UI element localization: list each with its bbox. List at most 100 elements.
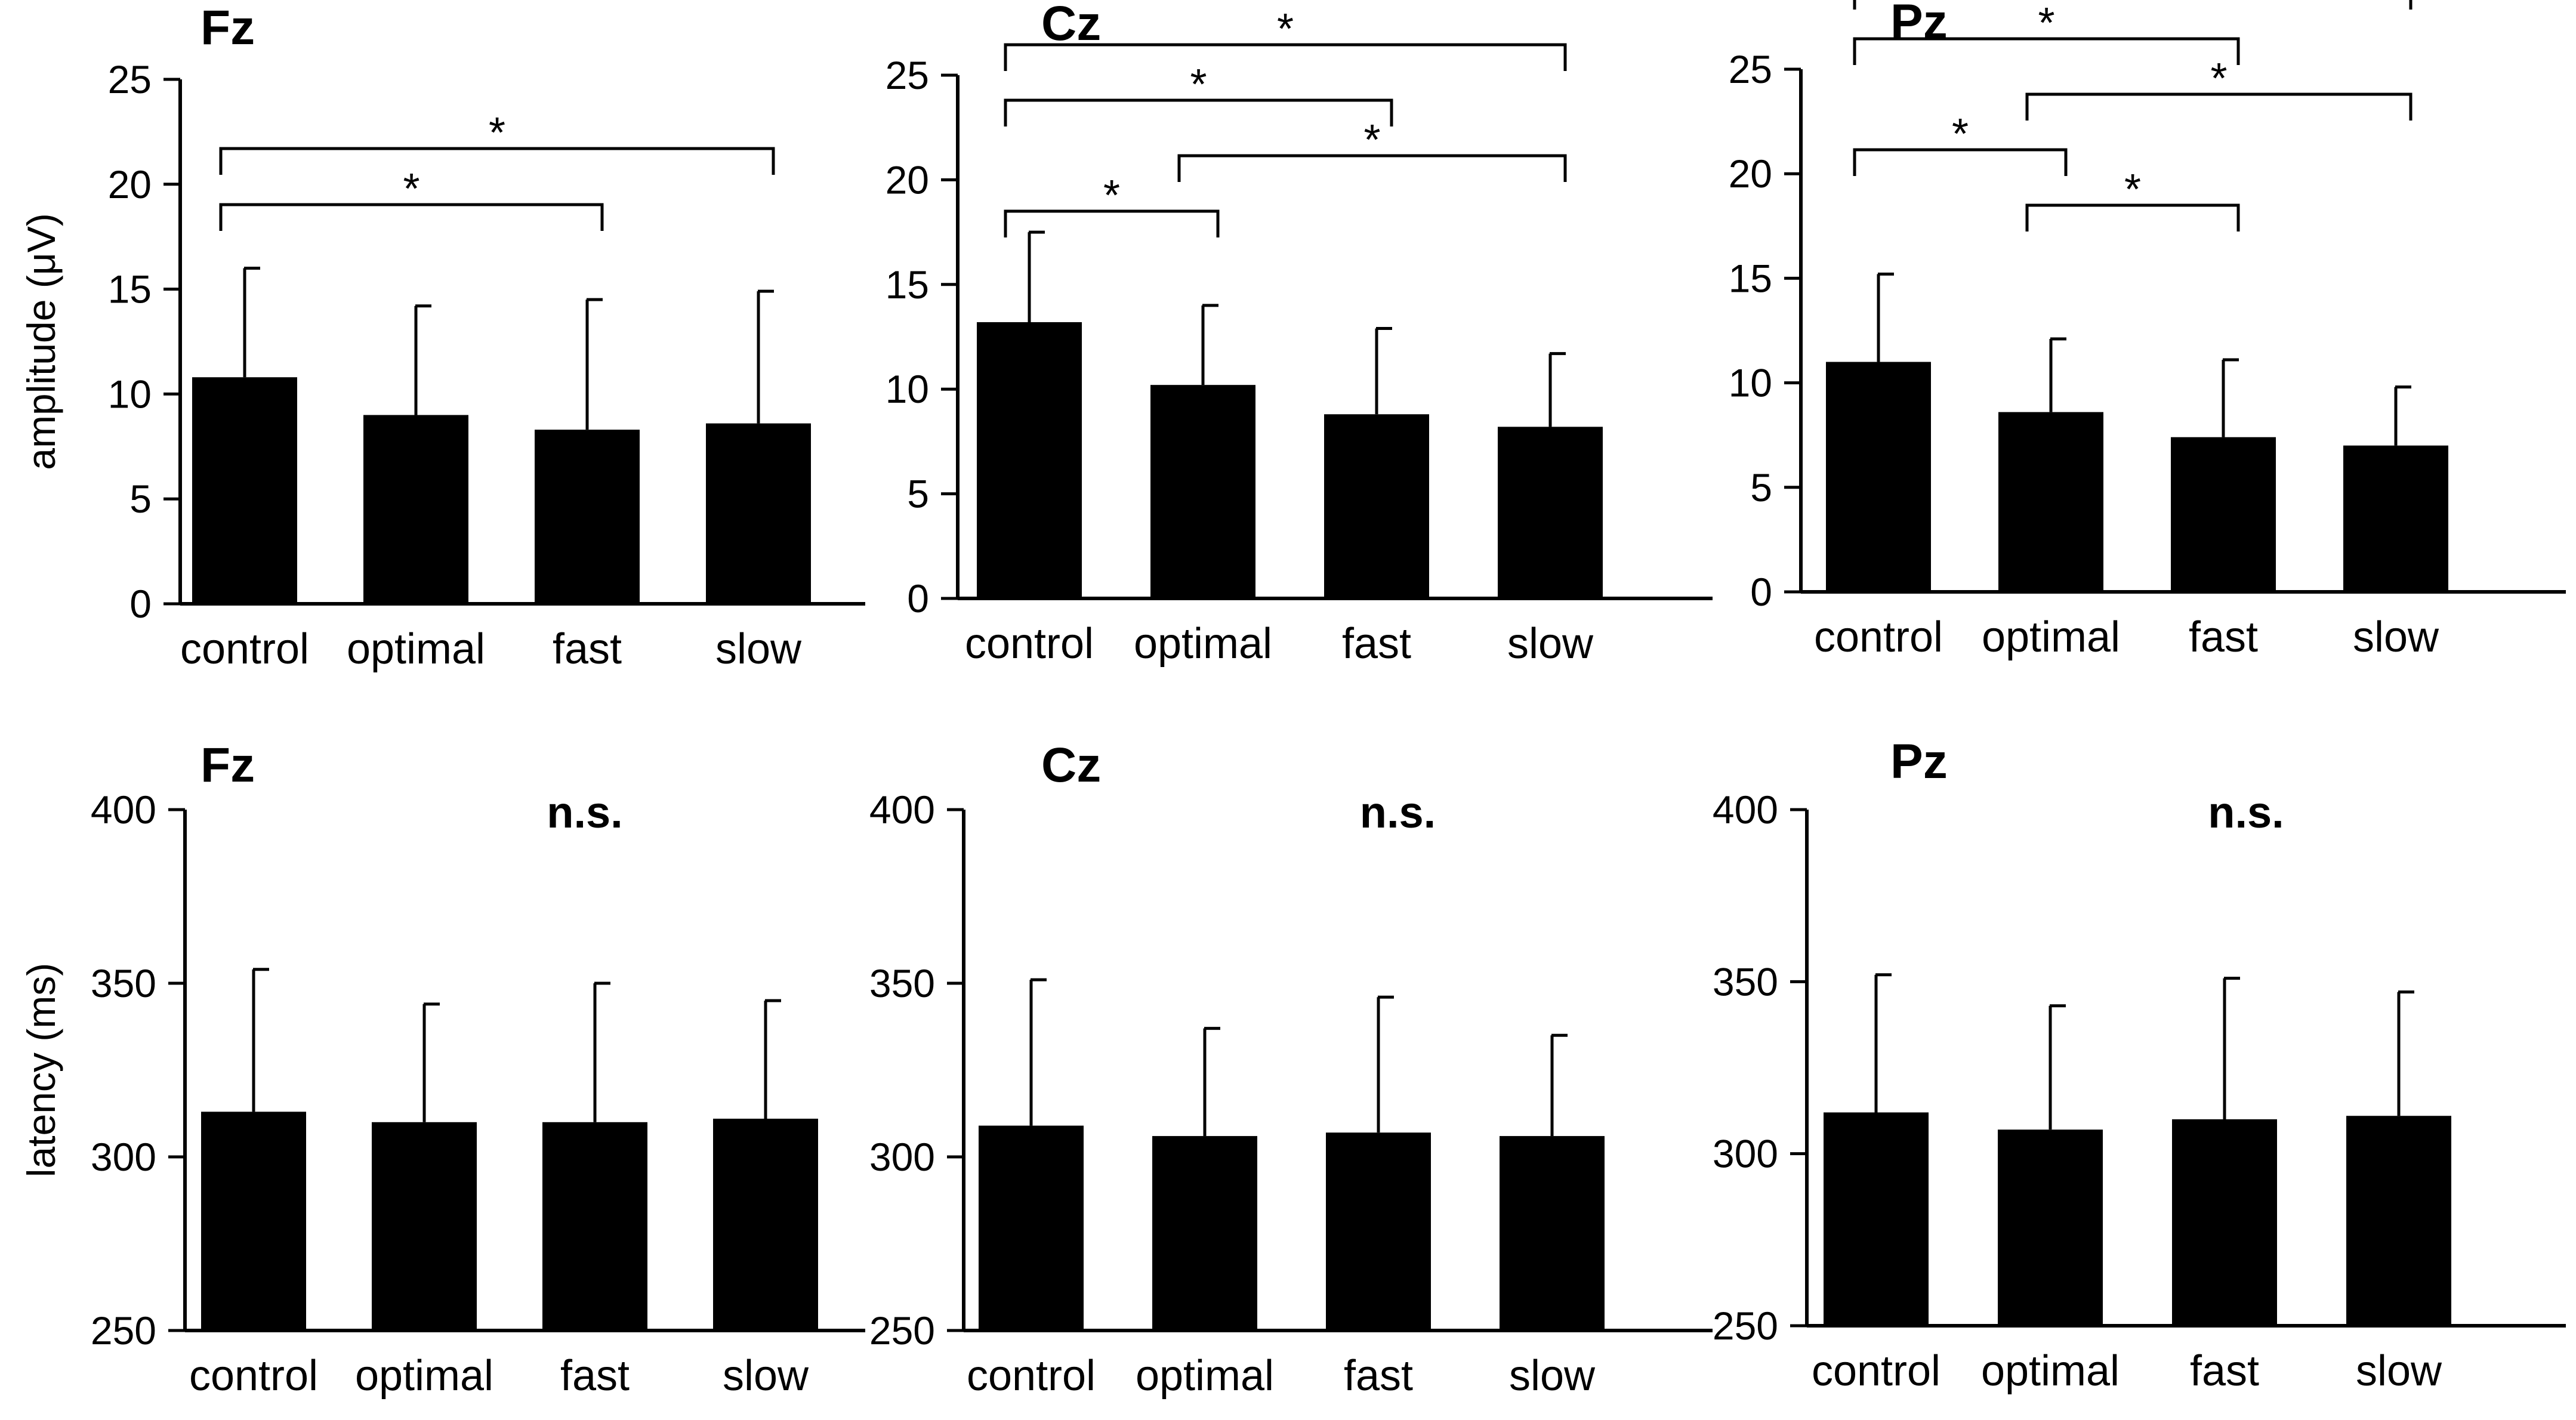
significance-bracket: * [1177, 116, 1567, 182]
y-tick-label: 0 [129, 582, 152, 626]
x-tick-label: optimal [1981, 1347, 2120, 1395]
x-tick-label: slow [1507, 620, 1594, 668]
chart-panel-5: 250 300 350 400 control optimal fast slow Cz n.s. [869, 738, 1713, 1400]
bar-slow [713, 1118, 818, 1331]
y-tick-label: 300 [1713, 1132, 1778, 1176]
bar-control [1824, 1112, 1929, 1326]
y-tick-label: 15 [1729, 256, 1772, 300]
significance-bracket: * [1853, 110, 2068, 176]
significance-bracket: * [1004, 172, 1220, 237]
bar-control [1826, 362, 1931, 592]
x-tick-label: optimal [355, 1352, 493, 1400]
bracket-line [2025, 92, 2413, 121]
significance-bracket: * [2025, 166, 2240, 231]
y-tick-label: 5 [129, 477, 152, 521]
panel-title: Pz [1890, 734, 1948, 789]
chart-panel-2: 0 5 10 15 20 25 control optimal fast slow Cz * * * * [886, 0, 1713, 668]
significance-star: * [1190, 61, 1207, 109]
panel-title: Pz [1890, 0, 1948, 49]
significance-bracket: * [2025, 55, 2413, 121]
significance-label: n.s. [2208, 788, 2284, 837]
x-tick-label: optimal [347, 625, 485, 673]
y-tick-label: 300 [91, 1135, 156, 1179]
bar-control [977, 322, 1082, 598]
x-tick-label: slow [715, 625, 802, 673]
y-tick-label: 350 [91, 961, 156, 1005]
x-tick-label: control [1812, 1347, 1941, 1395]
significance-bracket: * [1004, 5, 1567, 71]
bracket-line [219, 147, 775, 175]
y-tick-label: 15 [108, 267, 152, 311]
bar-optimal [1998, 1129, 2103, 1326]
x-tick-label: control [967, 1352, 1096, 1400]
x-tick-label: slow [723, 1352, 809, 1400]
y-tick-label: 25 [1729, 47, 1772, 91]
bracket-line [1177, 154, 1567, 182]
x-tick-label: slow [2356, 1347, 2442, 1395]
chart-panel-4: 250 300 350 400 control optimal fast slow Fz late… [19, 738, 865, 1400]
bracket-line [1853, 37, 2240, 65]
y-tick-label: 400 [91, 788, 156, 832]
significance-star: * [1103, 172, 1120, 220]
y-tick-label: 5 [1750, 465, 1772, 510]
y-tick-label: 10 [886, 367, 929, 411]
bar-slow [2346, 1116, 2451, 1326]
bar-slow [1500, 1136, 1605, 1331]
chart-panel-1: 0 5 10 15 20 25 control optimal fast slow Fz amplit… [19, 1, 865, 673]
bar-optimal [1150, 385, 1255, 598]
bar-slow [2343, 445, 2448, 592]
y-tick-label: 25 [108, 57, 152, 101]
bar-fast [1324, 414, 1429, 598]
y-tick-label: 300 [869, 1135, 935, 1179]
significance-star: * [2124, 166, 2141, 214]
y-tick-label: 5 [907, 472, 929, 516]
x-tick-label: optimal [1136, 1352, 1274, 1400]
bracket-line [1004, 209, 1220, 237]
bar-fast [535, 430, 640, 604]
significance-star: * [403, 165, 419, 213]
x-tick-label: optimal [1134, 620, 1272, 668]
chart-panel-6: 250 300 350 400 control optimal fast slow Pz n.s. [1713, 734, 2566, 1395]
x-tick-label: optimal [1982, 613, 2120, 661]
bar-control [201, 1112, 306, 1331]
bracket-line [2025, 203, 2240, 231]
y-tick-label: 400 [869, 788, 935, 832]
bar-optimal [372, 1122, 477, 1331]
x-tick-label: fast [2189, 613, 2258, 661]
bracket-line [1004, 98, 1393, 126]
x-tick-label: fast [1344, 1352, 1413, 1400]
y-tick-label: 20 [1729, 152, 1772, 196]
y-tick-label: 250 [91, 1308, 156, 1353]
y-axis-label: amplitude (μV) [19, 213, 63, 470]
significance-bracket: * [1853, 0, 2240, 65]
y-tick-label: 15 [886, 263, 929, 307]
significance-bracket: * [219, 165, 604, 231]
x-tick-label: fast [560, 1352, 630, 1400]
y-tick-label: 10 [108, 372, 152, 416]
bar-control [192, 377, 297, 604]
y-tick-label: 25 [886, 53, 929, 97]
bracket-line [1004, 43, 1567, 71]
y-tick-label: 350 [1713, 959, 1778, 1004]
bar-optimal [363, 415, 468, 604]
x-tick-label: fast [2190, 1347, 2259, 1395]
significance-bracket: * [1004, 61, 1393, 126]
bar-control [979, 1125, 1084, 1331]
significance-bracket: * [219, 109, 775, 175]
bar-fast [2172, 1119, 2277, 1326]
y-tick-label: 250 [869, 1308, 935, 1353]
y-tick-label: 20 [886, 158, 929, 202]
significance-star: * [1277, 5, 1294, 53]
bar-fast [2171, 437, 2276, 592]
bracket-line [1853, 148, 2068, 176]
significance-star: * [1952, 110, 1969, 158]
significance-star: * [489, 109, 505, 157]
bar-fast [1326, 1132, 1431, 1331]
y-tick-label: 250 [1713, 1304, 1778, 1348]
significance-label: n.s. [547, 788, 622, 837]
significance-label: n.s. [1360, 788, 1436, 837]
panel-title: Cz [1041, 738, 1101, 792]
panel-title: Fz [200, 738, 255, 792]
